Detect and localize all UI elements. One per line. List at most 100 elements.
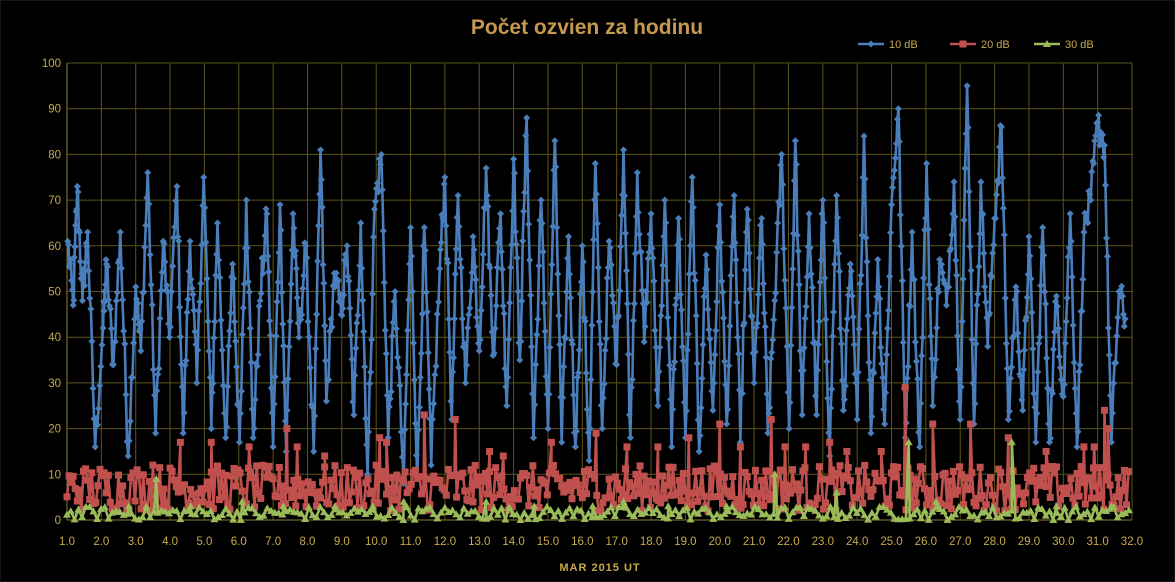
data-point [77, 505, 85, 513]
data-point [1059, 393, 1067, 401]
data-point [578, 242, 586, 250]
data-point [395, 505, 403, 513]
data-point [100, 307, 108, 315]
data-point [297, 509, 306, 517]
data-point [693, 359, 701, 367]
legend-marker [867, 40, 875, 48]
data-point [845, 511, 854, 519]
x-tick-label: 16.0 [571, 536, 593, 548]
data-point [1067, 237, 1075, 245]
data-point [131, 497, 139, 505]
data-point [428, 415, 436, 423]
data-point [1007, 506, 1016, 514]
data-point [329, 485, 337, 493]
data-point [195, 307, 203, 315]
data-point [708, 387, 716, 395]
data-point [180, 409, 188, 417]
data-point [92, 498, 100, 506]
data-point [862, 234, 870, 242]
data-point [652, 343, 660, 351]
data-point [658, 302, 666, 310]
data-point [972, 502, 980, 510]
data-point [977, 178, 985, 186]
data-point [599, 499, 607, 507]
data-point [414, 504, 423, 512]
data-point [1015, 514, 1024, 522]
data-point [710, 379, 718, 387]
data-point [359, 296, 367, 304]
data-point [415, 403, 423, 411]
data-point [1022, 313, 1030, 321]
data-point [569, 391, 577, 399]
data-point [1043, 354, 1051, 362]
data-point [609, 501, 617, 509]
data-point [823, 358, 831, 366]
data-point [709, 514, 718, 522]
data-point [678, 343, 686, 351]
data-point [546, 505, 555, 513]
data-point [235, 438, 243, 446]
data-point [871, 512, 880, 520]
data-point [1092, 482, 1100, 490]
data-point [505, 503, 514, 511]
data-point [257, 494, 265, 502]
data-point [974, 494, 982, 502]
data-point [84, 476, 92, 484]
chart-title: Počet ozvien za hodinu [471, 16, 703, 39]
data-point [1033, 409, 1041, 417]
data-point [576, 488, 584, 496]
data-point [951, 213, 959, 221]
data-point [618, 211, 626, 219]
data-point [882, 389, 890, 397]
data-point [69, 301, 77, 309]
legend: 10 dB 20 dB 30 dB [858, 39, 1094, 51]
data-point [409, 287, 417, 295]
data-point [137, 505, 145, 513]
data-point [505, 336, 513, 344]
data-point [234, 399, 242, 407]
data-point [312, 502, 320, 510]
legend-item: 30 dB [1034, 39, 1094, 51]
data-point [512, 510, 521, 518]
data-point [659, 261, 667, 269]
data-point [837, 508, 846, 516]
data-point [339, 305, 347, 313]
data-point [892, 473, 900, 481]
x-tick-label: 1.0 [59, 536, 75, 548]
data-point [308, 481, 316, 489]
data-point [600, 380, 608, 388]
data-point [277, 501, 285, 509]
data-point [1123, 501, 1131, 509]
data-point [279, 482, 287, 490]
data-point [854, 368, 862, 376]
data-point [579, 258, 587, 266]
data-point [482, 514, 491, 522]
data-point [269, 475, 277, 483]
data-point [471, 461, 479, 469]
data-point [605, 475, 613, 483]
data-point [679, 469, 687, 477]
data-point [910, 475, 918, 483]
data-point [802, 443, 810, 451]
data-point [993, 191, 1001, 199]
data-point [355, 286, 363, 294]
data-point [723, 420, 731, 428]
data-point [980, 249, 988, 257]
data-point [1120, 466, 1128, 474]
data-point [529, 462, 537, 470]
data-point [1038, 243, 1046, 251]
data-point [418, 507, 427, 515]
data-point [726, 322, 734, 330]
data-point [156, 314, 164, 322]
data-point [142, 502, 151, 510]
data-point [436, 265, 444, 273]
data-point [857, 271, 865, 279]
data-point [595, 512, 604, 520]
data-point [176, 303, 184, 311]
data-point [473, 322, 481, 330]
data-point [918, 465, 926, 473]
data-point [1105, 351, 1113, 359]
data-point [915, 428, 923, 436]
data-point [68, 276, 76, 284]
data-point [634, 489, 642, 497]
